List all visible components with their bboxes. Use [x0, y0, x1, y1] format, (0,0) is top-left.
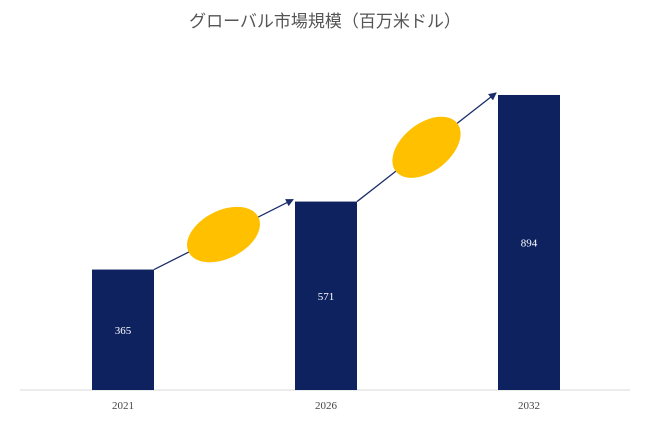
x-tick-label-2026: 2026	[315, 400, 338, 412]
x-tick-label-2021: 2021	[112, 400, 134, 412]
chart-title: グローバル市場規模（百万米ドル）	[189, 12, 461, 32]
x-tick-label-2032: 2032	[518, 400, 540, 412]
bar-2026	[295, 201, 357, 390]
growth-ellipse-1	[187, 206, 260, 263]
chart-marks: 365 2021 571 2026 894 2032	[92, 92, 560, 412]
growth-ellipse-2	[392, 116, 461, 178]
bar-2021	[92, 269, 154, 390]
data-label-2026: 571	[318, 291, 335, 303]
data-label-2021: 365	[115, 325, 132, 337]
bar-2032	[498, 94, 560, 390]
data-label-2032: 894	[521, 237, 538, 249]
